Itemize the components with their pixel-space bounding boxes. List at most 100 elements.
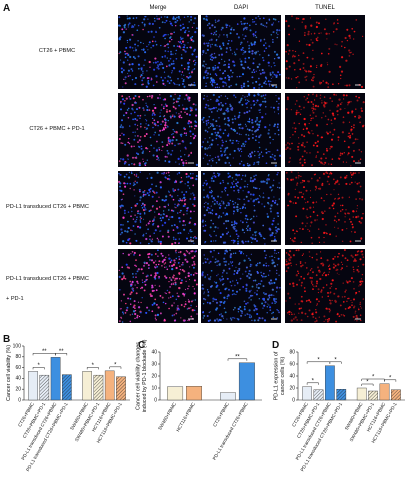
cell: [219, 304, 222, 307]
cell: [229, 32, 232, 35]
cell: [256, 312, 259, 316]
cell: [311, 93, 314, 96]
cell: [351, 110, 354, 113]
cell: [231, 118, 234, 121]
cell: [159, 217, 162, 220]
cell: [308, 309, 311, 312]
cell: [305, 127, 308, 130]
cell: [235, 222, 238, 225]
cell: [270, 77, 272, 79]
cell: [265, 254, 267, 256]
cell: [124, 230, 127, 233]
cell: [291, 313, 293, 316]
cell: [133, 50, 135, 52]
cell: [278, 198, 280, 200]
cell: [248, 50, 251, 53]
cell: [174, 20, 177, 24]
cell: [262, 196, 265, 199]
cell: [157, 306, 160, 309]
cell: [204, 85, 207, 87]
cell: [362, 256, 365, 258]
cell: [212, 128, 215, 131]
cell: [179, 150, 182, 152]
cell: [262, 272, 265, 275]
cell: [349, 183, 351, 185]
cell: [269, 228, 272, 231]
cell: [194, 108, 198, 111]
cell: [195, 114, 198, 117]
cell: [209, 108, 212, 111]
x-tick-label: HCT116+PBMC: [175, 401, 196, 432]
cell: [224, 186, 227, 190]
micrograph: [118, 249, 198, 323]
cell: [260, 95, 263, 98]
cell: [167, 203, 169, 205]
cell: [266, 215, 270, 218]
cell: [226, 24, 229, 27]
cell: [333, 117, 336, 120]
cell: [164, 50, 167, 52]
cell: [310, 79, 313, 81]
cell: [245, 195, 248, 198]
cell: [167, 204, 169, 206]
cell: [304, 32, 306, 34]
cell: [168, 178, 171, 181]
cell: [311, 268, 313, 270]
cell: [187, 175, 190, 178]
cell: [188, 279, 191, 281]
cell: [291, 78, 293, 80]
cell: [171, 215, 174, 219]
cell: [342, 282, 344, 284]
cell: [193, 255, 196, 257]
cell: [155, 319, 157, 321]
cell: [119, 233, 122, 236]
cell: [153, 119, 156, 122]
cell: [303, 150, 306, 153]
cell: [224, 188, 226, 191]
cell: [133, 183, 136, 186]
cell: [202, 184, 205, 187]
cell: [225, 219, 228, 223]
cell: [165, 110, 169, 113]
cell: [228, 267, 231, 270]
cell: [330, 282, 333, 285]
cell: [342, 255, 344, 257]
cell: [356, 253, 359, 256]
cell: [259, 231, 261, 234]
cell: [140, 145, 143, 147]
cell: [175, 57, 178, 60]
cell: [136, 216, 138, 219]
cell: [217, 144, 219, 146]
cell: [185, 29, 187, 32]
cell: [179, 143, 181, 145]
cell: [277, 227, 280, 231]
cell: [295, 215, 298, 218]
cell: [158, 148, 161, 151]
cell: [166, 144, 169, 147]
cell: [315, 21, 318, 24]
cell: [254, 150, 256, 153]
cell: [180, 74, 182, 76]
cell: [314, 189, 317, 191]
cell: [346, 227, 348, 230]
cell: [217, 131, 220, 134]
cell: [222, 283, 224, 286]
cell: [205, 122, 208, 124]
cell: [220, 313, 222, 315]
cell: [209, 211, 212, 214]
cell: [187, 206, 189, 209]
cell: [202, 288, 205, 290]
cell: [349, 171, 352, 174]
cell: [236, 281, 239, 284]
cell: [237, 240, 239, 243]
cell: [202, 97, 205, 100]
cell: [277, 251, 280, 254]
cell: [337, 139, 339, 141]
cell: [322, 286, 325, 289]
cell: [144, 59, 146, 61]
cell: [241, 312, 243, 314]
cell: [217, 158, 221, 161]
cell: [355, 316, 357, 318]
cell: [123, 102, 126, 105]
cell: [347, 111, 350, 114]
